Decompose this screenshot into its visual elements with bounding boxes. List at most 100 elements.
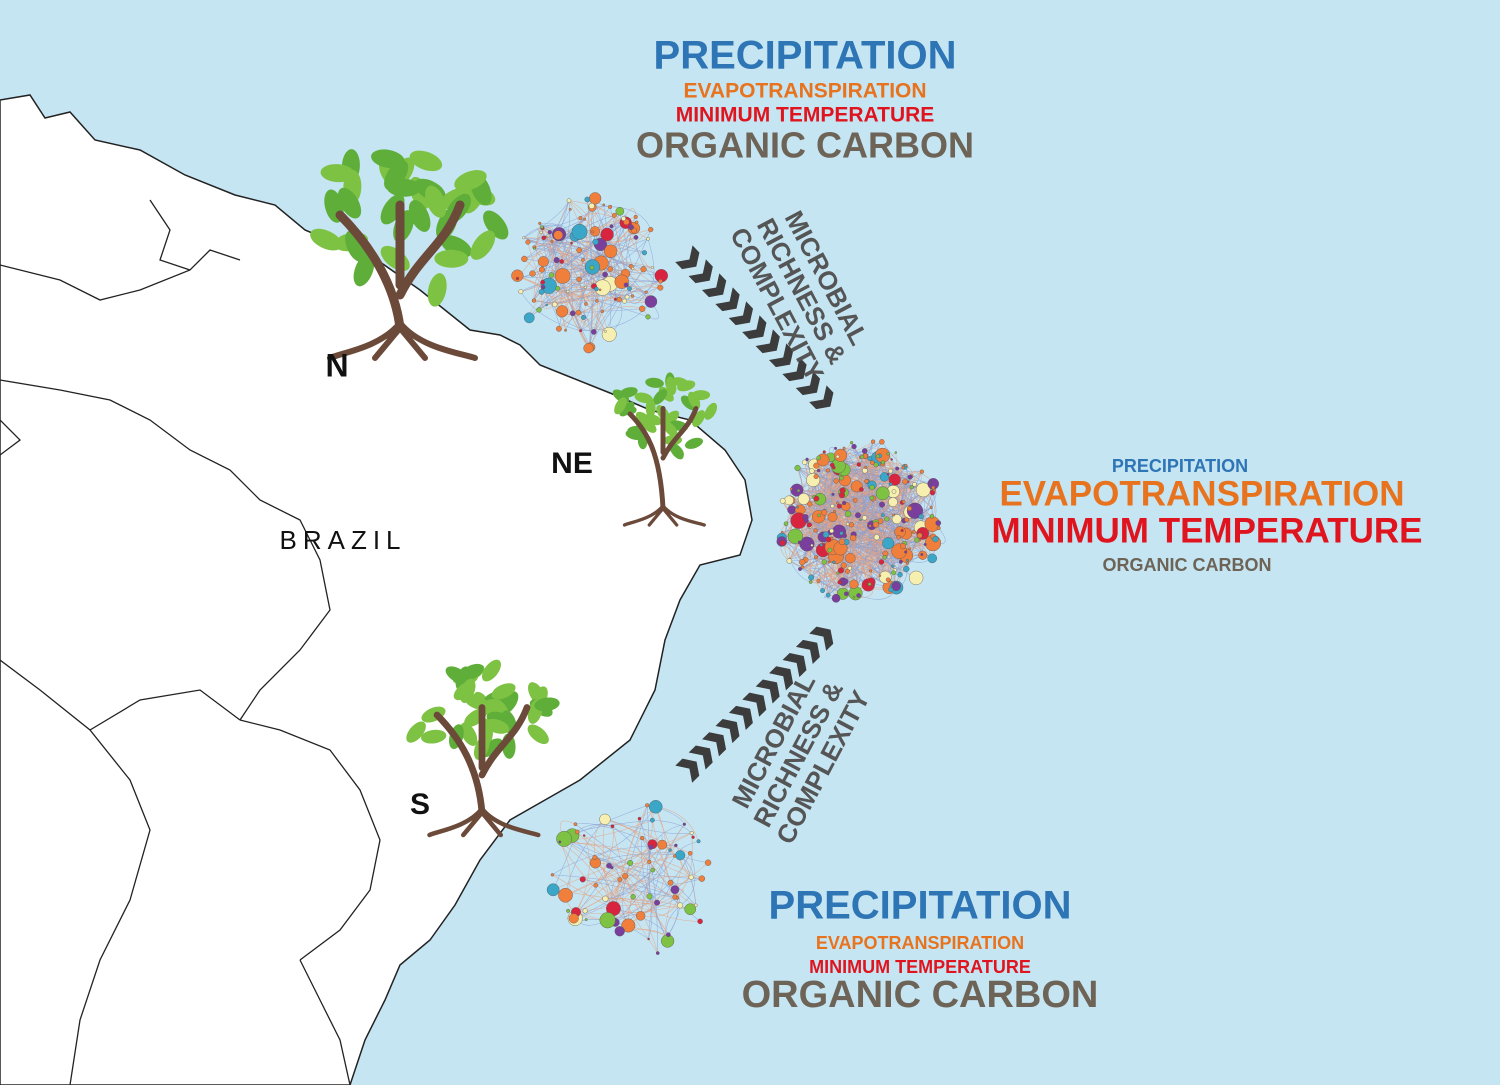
node	[831, 593, 841, 603]
edge	[577, 819, 653, 833]
node	[538, 266, 546, 273]
node	[904, 463, 908, 467]
edge	[533, 200, 570, 301]
node	[900, 528, 904, 533]
edge	[578, 229, 651, 280]
node	[538, 289, 545, 295]
region-label: S	[410, 788, 430, 821]
node	[604, 330, 607, 333]
edge	[582, 879, 678, 899]
edge	[853, 446, 933, 559]
node	[797, 540, 802, 545]
leaf	[645, 377, 664, 388]
node	[584, 918, 588, 922]
node	[809, 468, 815, 474]
edge	[806, 459, 910, 509]
node	[789, 487, 793, 491]
term: ORGANIC CARBON	[1103, 555, 1272, 575]
leaf	[673, 377, 691, 390]
node	[797, 493, 810, 505]
node	[579, 329, 583, 333]
node	[878, 559, 885, 565]
edge	[596, 300, 649, 318]
node	[704, 859, 712, 866]
node	[595, 299, 599, 303]
edge	[841, 483, 924, 496]
node	[800, 565, 805, 569]
edge	[799, 458, 871, 543]
tree	[612, 372, 718, 527]
node	[845, 522, 850, 526]
node	[796, 506, 799, 509]
node	[622, 298, 627, 304]
edge	[567, 291, 606, 332]
edge	[524, 200, 570, 260]
node	[515, 276, 520, 281]
edge	[586, 897, 678, 920]
edge	[561, 261, 661, 282]
node	[569, 310, 576, 317]
node	[896, 534, 901, 540]
node	[787, 505, 797, 515]
node	[566, 198, 572, 203]
leaf	[481, 659, 501, 682]
node	[592, 238, 599, 245]
node	[648, 844, 654, 850]
edge	[607, 862, 709, 921]
node	[622, 873, 629, 880]
trunk	[627, 406, 699, 511]
leaf	[685, 437, 703, 449]
node	[799, 559, 806, 566]
node	[813, 528, 818, 533]
node	[852, 595, 856, 599]
edge	[795, 551, 806, 563]
node	[839, 531, 844, 536]
node	[674, 843, 678, 848]
node	[881, 513, 885, 517]
node	[657, 839, 668, 850]
node	[810, 543, 814, 547]
node	[536, 307, 542, 313]
chevron	[768, 343, 794, 368]
node	[574, 829, 580, 835]
node	[890, 458, 893, 461]
node	[573, 822, 578, 827]
term: EVAPOTRANSPIRATION	[816, 933, 1024, 953]
node	[836, 503, 842, 509]
leaf	[337, 187, 362, 219]
leaf	[459, 663, 484, 681]
node	[784, 495, 794, 506]
node	[697, 918, 703, 925]
edge	[646, 238, 655, 293]
node	[867, 456, 873, 461]
edge	[520, 291, 581, 331]
node	[615, 207, 625, 216]
node	[575, 309, 582, 316]
edge	[822, 559, 908, 591]
node	[870, 439, 876, 444]
node	[915, 482, 931, 498]
node	[903, 565, 910, 573]
node	[576, 247, 582, 254]
leaf	[491, 683, 516, 700]
node	[834, 446, 838, 450]
node	[568, 207, 572, 211]
node	[779, 539, 786, 546]
node	[621, 918, 636, 933]
term: EVAPOTRANSPIRATION	[999, 474, 1404, 513]
node	[578, 216, 583, 221]
node	[553, 230, 564, 240]
edge	[675, 845, 697, 906]
node	[581, 258, 585, 262]
node	[904, 550, 908, 554]
node	[869, 495, 875, 501]
node	[600, 309, 604, 314]
node	[698, 875, 706, 882]
node	[555, 285, 561, 291]
node	[888, 473, 901, 486]
node	[909, 485, 914, 490]
chevron	[769, 666, 794, 691]
edge	[561, 207, 593, 312]
leaf	[459, 678, 476, 703]
